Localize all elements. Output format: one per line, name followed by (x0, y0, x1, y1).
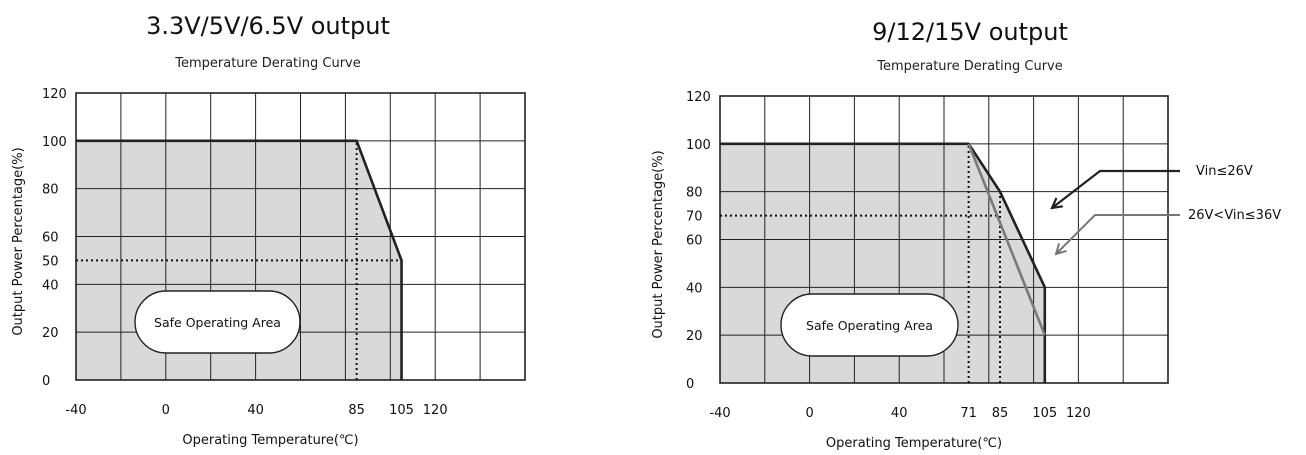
y-tick-label: 0 (686, 377, 694, 392)
x-tick-label: 40 (891, 406, 908, 421)
chart-title: Temperature Derating Curve (876, 59, 1063, 74)
x-tick-label: -40 (65, 403, 86, 418)
safe-area-label-box (780, 293, 959, 357)
x-tick-label: -40 (709, 406, 730, 421)
y-axis-label: Output Power Percentage(%) (11, 147, 26, 335)
safe-area-label-box (134, 290, 301, 354)
y-tick-label: 120 (686, 90, 711, 105)
callout-arrowhead-icon (1054, 243, 1067, 256)
chart-title: Temperature Derating Curve (174, 56, 361, 71)
callout-leader-line (1051, 169, 1180, 209)
callout-arrowhead-icon (1050, 197, 1064, 210)
y-tick-label: 80 (686, 186, 703, 201)
x-tick-label: 0 (805, 406, 813, 421)
x-tick-label: 85 (348, 403, 365, 418)
chart-heading: 3.3V/5V/6.5V output (146, 12, 390, 40)
y-tick-label: 20 (686, 329, 703, 344)
y-tick-label: 100 (686, 138, 711, 153)
y-tick-label: 120 (42, 87, 67, 102)
y-tick-label: 50 (42, 254, 59, 269)
x-tick-label: 0 (162, 403, 170, 418)
x-tick-label: 120 (1066, 406, 1091, 421)
plot-frame (75, 92, 526, 381)
y-tick-label: 40 (686, 281, 703, 296)
derating-curve-primary (76, 139, 403, 380)
x-tick-label: 105 (1032, 406, 1057, 421)
y-tick-label: 20 (42, 326, 59, 341)
y-tick-label: 60 (686, 234, 703, 249)
x-tick-label: 105 (389, 403, 414, 418)
safe-area-label: Safe Operating Area (806, 318, 933, 333)
chart-heading: 9/12/15V output (872, 18, 1068, 46)
chart-9-12-15v: 9/12/15V output Temperature Derating Curv… (651, 18, 1281, 451)
y-tick-label: 70 (686, 210, 703, 225)
x-axis-label: Operating Temperature(℃) (826, 436, 1002, 451)
safe-area-label: Safe Operating Area (154, 315, 281, 330)
x-tick-label: 85 (992, 406, 1009, 421)
y-tick-label: 80 (42, 183, 59, 198)
y-tick-label: 100 (42, 135, 67, 150)
derating-curve-primary (720, 142, 1047, 383)
y-axis-label: Output Power Percentage(%) (651, 150, 666, 338)
callout-leader-line (1055, 214, 1180, 255)
chart-3v3-5v-6v5: 3.3V/5V/6.5V output Temperature Derating … (11, 12, 526, 448)
series-label: 26V<Vin≤36V (1188, 208, 1281, 223)
x-tick-label: 71 (960, 406, 977, 421)
y-tick-label: 60 (42, 231, 59, 246)
y-tick-label: 0 (42, 374, 50, 389)
y-tick-label: 40 (42, 278, 59, 293)
derating-curve-secondary (967, 143, 1047, 336)
series-label: Vin≤26V (1196, 164, 1253, 179)
x-tick-label: 120 (423, 403, 448, 418)
x-tick-label: 40 (247, 403, 264, 418)
plot-frame (719, 95, 1169, 384)
x-axis-label: Operating Temperature(℃) (182, 433, 358, 448)
